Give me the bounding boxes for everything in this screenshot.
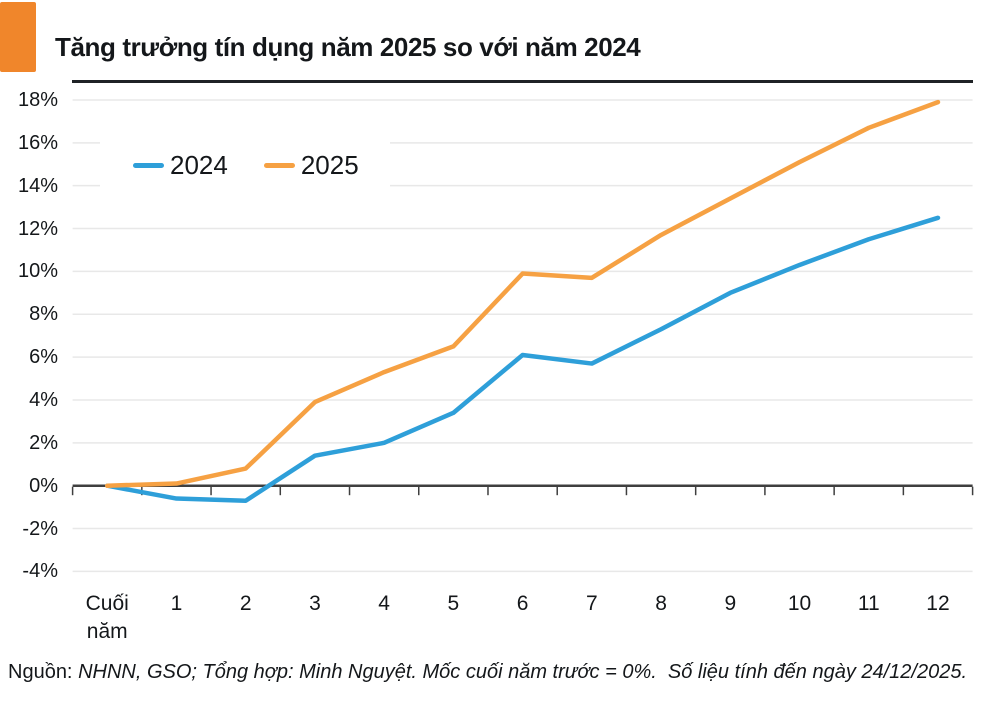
- x-tick-label: 10: [787, 592, 812, 615]
- legend-swatch-2024: [133, 162, 164, 168]
- y-tick-label: 10%: [17, 260, 58, 283]
- y-tick-label: 18%: [17, 88, 58, 111]
- x-tick-label: 11: [857, 592, 880, 615]
- x-tick-label: 2: [239, 592, 252, 615]
- plot-svg: [71, 99, 974, 573]
- x-tick-label: 7: [585, 592, 598, 615]
- x-tick-label: 1: [170, 592, 183, 615]
- source-text: NHNN, GSO; Tổng hợp: Minh Nguyệt. Mốc cu…: [78, 661, 968, 683]
- x-tick-label: 3: [309, 592, 321, 615]
- series-line-2024: [104, 215, 941, 503]
- x-tick-label: 6: [516, 592, 529, 615]
- y-tick-label: -4%: [22, 560, 58, 583]
- y-tick-label: 6%: [29, 346, 58, 369]
- y-tick-label: 16%: [17, 131, 58, 154]
- chart-area: [0, 80, 1000, 590]
- legend-label-2024: 2024: [170, 149, 228, 180]
- y-tick-label: 12%: [17, 217, 58, 240]
- legend-item-2025: 2025: [263, 149, 359, 181]
- legend: 2024 2025: [100, 136, 390, 194]
- series-line-2025: [104, 99, 941, 488]
- y-tick-label: 0%: [29, 474, 58, 497]
- header-rule: [72, 80, 973, 83]
- legend-swatch-2025: [263, 162, 295, 168]
- y-tick-label: 14%: [17, 174, 58, 197]
- y-tick-label: -2%: [22, 517, 58, 540]
- x-tick-label: Cuối năm: [85, 592, 129, 643]
- y-tick-label: 4%: [29, 388, 58, 411]
- page-title: Tăng trưởng tín dụng năm 2025 so với năm…: [55, 32, 641, 63]
- x-tick-label: 9: [724, 592, 737, 615]
- legend-label-2025: 2025: [300, 149, 359, 180]
- x-tick-label: 5: [447, 592, 460, 615]
- y-tick-label: 8%: [29, 303, 58, 326]
- legend-item-2024: 2024: [133, 150, 228, 181]
- y-tick-label: 2%: [29, 431, 58, 454]
- x-tick-label: 8: [655, 592, 667, 615]
- x-tick-label: 12: [926, 592, 950, 615]
- source-label: Nguồn:: [8, 661, 73, 683]
- x-tick-label: 4: [378, 592, 390, 615]
- accent-bar: [0, 2, 36, 72]
- source-note: Nguồn: NHNN, GSO; Tổng hợp: Minh Nguyệt.…: [8, 661, 996, 684]
